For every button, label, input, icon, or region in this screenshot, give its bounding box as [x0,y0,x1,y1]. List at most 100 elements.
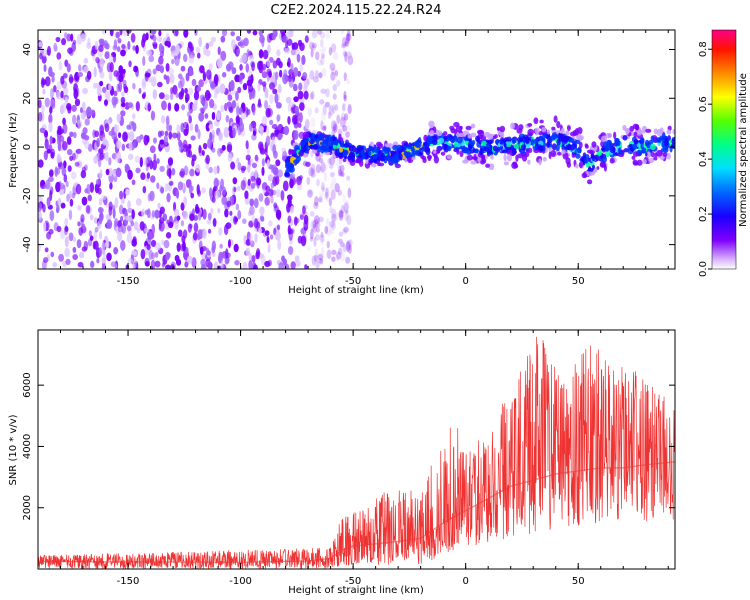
noise-blob [202,228,207,240]
noise-blob [323,171,328,182]
noise-blob [67,165,72,172]
signal-blob [368,151,372,156]
noise-blob [189,123,194,132]
noise-blob [156,158,160,164]
signal-blob [565,130,570,136]
noise-blob [97,206,104,214]
noise-blob [165,231,172,239]
noise-blob [56,128,62,136]
noise-blob [144,72,151,78]
signal-blob [565,157,571,165]
signal-blob [405,151,412,158]
noise-blob [327,158,332,165]
noise-blob [204,49,211,57]
noise-blob [126,225,132,232]
noise-blob [152,137,157,144]
noise-blob [208,63,213,72]
noise-blob [69,198,74,207]
noise-blob [319,99,325,105]
signal-blob [538,158,542,166]
signal-blob [475,135,480,142]
signal-blob [317,133,324,141]
noise-blob [342,125,348,132]
noise-blob [248,252,252,262]
noise-blob [320,237,324,246]
noise-blob [217,208,221,214]
noise-blob [43,183,48,190]
noise-blob [98,230,103,240]
noise-blob [48,113,53,124]
signal-blob [545,133,551,140]
noise-blob [329,156,336,166]
noise-blob [249,233,253,245]
noise-blob [345,256,351,264]
noise-blob [320,120,324,131]
noise-blob [159,65,165,74]
noise-blob [122,131,128,142]
noise-blob [268,196,274,202]
signal-blob [468,144,472,151]
noise-blob [297,122,302,128]
signal-blob [443,135,448,140]
noise-blob [116,46,121,53]
noise-blob [79,251,85,259]
noise-blob [299,214,305,221]
noise-blob [332,121,337,129]
noise-blob [66,148,73,156]
signal-blob [653,156,658,161]
top-y-tick-label: -40 [22,236,33,252]
noise-blob [220,35,226,43]
noise-blob [257,82,261,92]
signal-blob [546,141,550,148]
signal-blob [438,137,445,144]
noise-blob [66,33,71,42]
noise-blob [128,131,135,142]
noise-blob [280,190,285,201]
noise-blob [218,227,223,236]
noise-blob [62,72,68,79]
signal-blob [650,135,655,142]
noise-blob [101,257,107,264]
noise-blob [177,229,183,238]
signal-blob [309,139,315,145]
bottom-x-tick-label: 50 [572,576,585,587]
noise-blob [188,66,193,77]
noise-blob [346,33,350,44]
signal-blob [322,149,329,153]
noise-blob [98,38,105,45]
noise-blob [251,62,255,72]
signal-blob [483,146,490,152]
noise-blob [99,80,104,87]
noise-blob [257,250,261,257]
signal-blob [372,153,378,160]
signal-blob [551,126,556,131]
signal-blob [465,125,472,131]
noise-blob [149,190,155,202]
noise-blob [90,260,95,269]
signal-blob [551,143,557,151]
noise-blob [165,264,171,269]
noise-blob [115,31,120,39]
noise-blob [206,219,212,225]
noise-blob [275,102,282,109]
noise-blob [236,106,240,118]
noise-blob [272,166,279,176]
noise-blob [237,127,242,136]
noise-blob [226,143,233,153]
signal-blob [584,157,589,164]
noise-blob [183,196,188,206]
signal-blob [538,135,543,141]
noise-blob [338,231,344,237]
signal-blob [428,120,435,128]
noise-blob [48,121,53,133]
noise-blob [338,209,344,219]
noise-blob [64,236,69,248]
noise-blob [154,251,159,258]
noise-blob [150,239,157,248]
noise-blob [119,30,123,36]
noise-blob [326,240,330,249]
noise-blob [218,131,223,142]
noise-blob [191,78,197,87]
noise-blob [316,30,323,35]
noise-blob [242,218,247,224]
